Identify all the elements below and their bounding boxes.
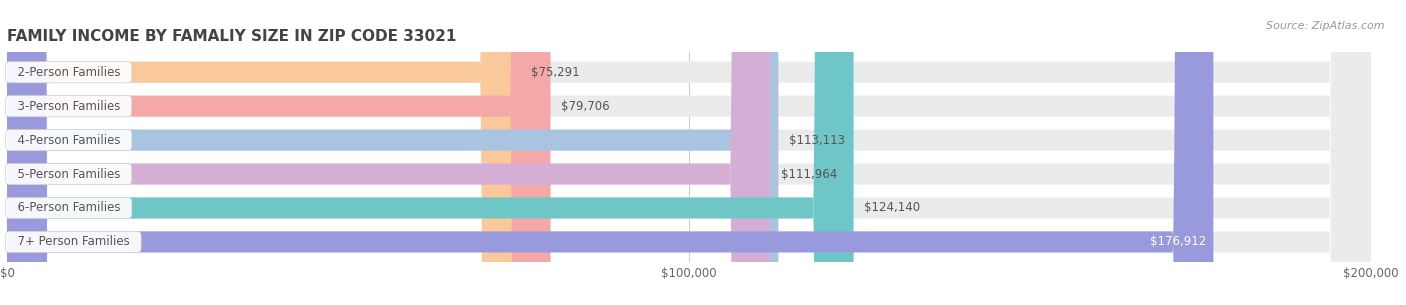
FancyBboxPatch shape: [7, 0, 1213, 305]
Text: 5-Person Families: 5-Person Families: [10, 167, 128, 181]
Text: $113,113: $113,113: [789, 134, 845, 147]
Text: 2-Person Families: 2-Person Families: [10, 66, 128, 79]
Text: 6-Person Families: 6-Person Families: [10, 202, 128, 214]
Text: FAMILY INCOME BY FAMALIY SIZE IN ZIP CODE 33021: FAMILY INCOME BY FAMALIY SIZE IN ZIP COD…: [7, 29, 457, 44]
FancyBboxPatch shape: [7, 0, 1371, 305]
Text: $79,706: $79,706: [561, 100, 610, 113]
FancyBboxPatch shape: [7, 0, 1371, 305]
Text: $176,912: $176,912: [1150, 235, 1206, 249]
FancyBboxPatch shape: [7, 0, 551, 305]
Text: 3-Person Families: 3-Person Families: [10, 100, 128, 113]
FancyBboxPatch shape: [7, 0, 779, 305]
Text: $75,291: $75,291: [531, 66, 581, 79]
Text: 7+ Person Families: 7+ Person Families: [10, 235, 136, 249]
FancyBboxPatch shape: [7, 0, 520, 305]
Text: $124,140: $124,140: [865, 202, 921, 214]
Text: 4-Person Families: 4-Person Families: [10, 134, 128, 147]
FancyBboxPatch shape: [7, 0, 770, 305]
FancyBboxPatch shape: [7, 0, 1371, 305]
Text: Source: ZipAtlas.com: Source: ZipAtlas.com: [1267, 21, 1385, 31]
Text: $111,964: $111,964: [782, 167, 838, 181]
FancyBboxPatch shape: [7, 0, 1371, 305]
FancyBboxPatch shape: [7, 0, 853, 305]
FancyBboxPatch shape: [7, 0, 1371, 305]
FancyBboxPatch shape: [7, 0, 1371, 305]
